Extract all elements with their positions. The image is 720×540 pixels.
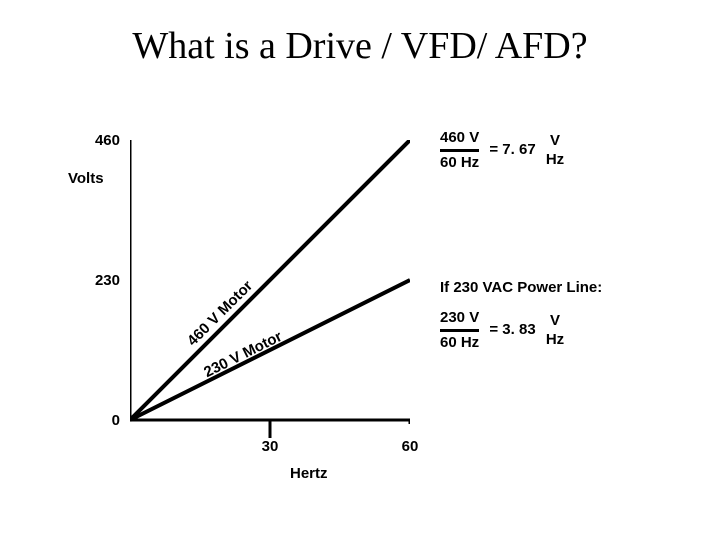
ratio-230-unit-num: V	[546, 311, 564, 331]
vf-chart: 460 230 0 Volts 30 60 Hertz 460 V Motor …	[130, 140, 410, 420]
ratio-230-num: 230 V	[440, 308, 479, 328]
ratio-460-unit: V Hz	[546, 131, 564, 170]
fraction-bar-icon	[440, 329, 479, 332]
xtick-60: 60	[390, 438, 430, 455]
ratio-460: 460 V 60 Hz = 7. 67 V Hz	[440, 128, 564, 172]
y-axis-title: Volts	[68, 170, 104, 187]
ratio-460-unit-num: V	[546, 131, 564, 151]
ytick-0: 0	[80, 412, 120, 429]
ratio-230-unit-den: Hz	[546, 330, 564, 350]
x-axis-title: Hertz	[290, 465, 328, 482]
ratio-230-den: 60 Hz	[440, 333, 479, 353]
ratio-230-eq: = 3. 83	[489, 321, 535, 338]
ytick-460: 460	[80, 132, 120, 149]
ratio-460-den: 60 Hz	[440, 153, 479, 173]
chart-svg	[130, 140, 410, 445]
ratio-460-eq: = 7. 67	[489, 141, 535, 158]
page-title: What is a Drive / VFD/ AFD?	[0, 24, 720, 68]
ratio-230-heading: If 230 VAC Power Line:	[440, 278, 602, 298]
ratio-230-fraction: 230 V 60 Hz	[440, 308, 479, 352]
ratio-460-unit-den: Hz	[546, 150, 564, 170]
xtick-30: 30	[250, 438, 290, 455]
ratio-460-num: 460 V	[440, 128, 479, 148]
ratio-230-unit: V Hz	[546, 311, 564, 350]
fraction-bar-icon	[440, 149, 479, 152]
ratio-460-fraction: 460 V 60 Hz	[440, 128, 479, 172]
ytick-230: 230	[80, 272, 120, 289]
ratio-230: 230 V 60 Hz = 3. 83 V Hz	[440, 308, 564, 352]
series-460v-motor	[130, 140, 410, 420]
